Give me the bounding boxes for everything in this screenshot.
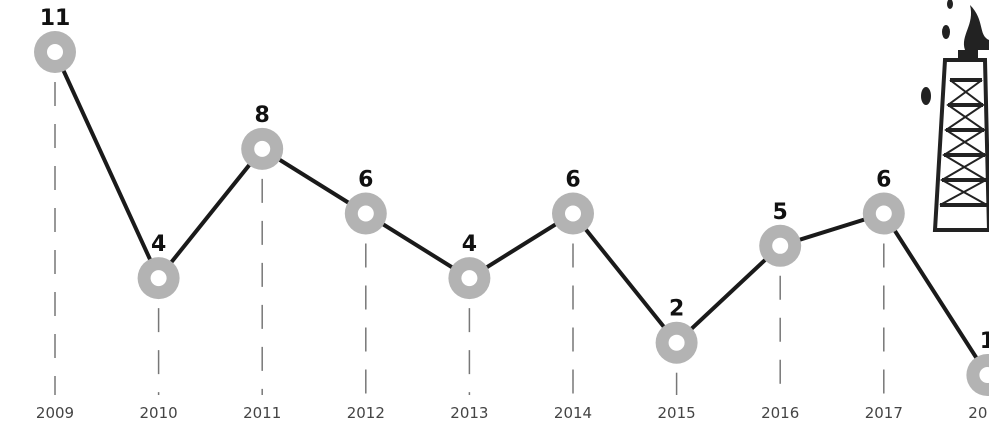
x-tick-label: 2009 [36,404,74,422]
marker-hole [979,367,989,383]
marker-hole [150,270,167,287]
marker-hole [772,237,789,254]
x-tick-label: 2012 [347,404,385,422]
x-tick-label: 2016 [761,404,799,422]
marker [34,31,76,73]
x-tick-label: 2018 [968,404,989,422]
value-label: 8 [255,103,270,128]
marker [966,354,989,396]
value-label: 4 [151,232,166,257]
marker-hole [565,205,581,222]
marker-hole [875,205,892,222]
marker [655,321,698,364]
marker [552,192,594,235]
line [53,51,989,377]
x-tick-label: 2011 [243,404,281,422]
value-label: 6 [358,168,373,193]
marker-hole [461,270,478,287]
value-label: 1 [980,329,989,354]
marker [241,127,284,170]
marker-hole [254,140,271,157]
marker [759,224,802,267]
x-tick-label: 2015 [658,404,696,422]
x-tick-label: 2014 [554,404,592,422]
marker-hole [357,205,374,222]
marker-hole [668,334,685,351]
x-tick-label: 2017 [865,404,903,422]
value-label: 2 [669,297,684,322]
marker [344,192,387,235]
value-label: 6 [565,168,580,193]
value-label: 5 [773,200,788,225]
value-label: 4 [462,232,477,257]
x-tick-label: 2010 [140,404,178,422]
marker-hole [47,44,63,60]
marker [448,257,491,300]
x-tick-label: 2013 [450,404,488,422]
value-label: 11 [40,6,71,31]
marker [137,257,180,300]
value-label: 6 [876,168,891,193]
oil-rig-icon [921,0,989,232]
marker [862,192,905,235]
marker-ring [966,354,989,396]
